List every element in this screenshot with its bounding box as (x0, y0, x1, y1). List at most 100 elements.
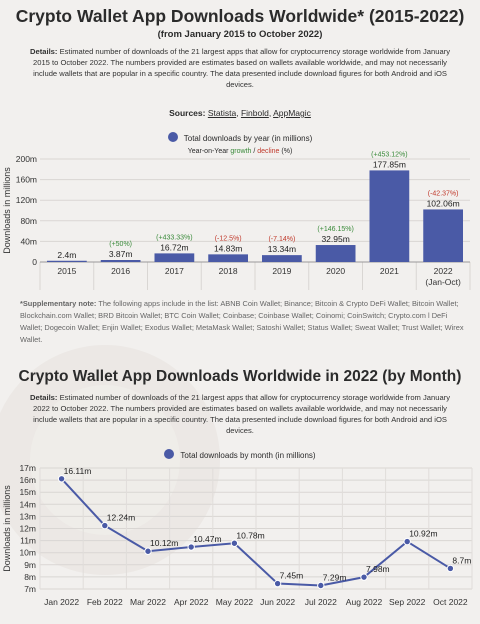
x-tick-label: Jul 2022 (305, 597, 337, 607)
y-tick-label: 80m (20, 216, 37, 226)
yoy-suffix: (%) (279, 148, 293, 155)
data-point (403, 537, 411, 546)
chart2-title: Crypto Wallet App Downloads Worldwide in… (18, 368, 462, 385)
data-label: 7.98m (366, 564, 390, 574)
data-point (273, 579, 282, 588)
note-label: *Supplementary note: (20, 299, 97, 308)
yoy-label: (+433.33%) (156, 234, 192, 241)
data-label: 10.78m (236, 530, 264, 540)
details-text: Estimated number of downloads of the 21 … (33, 47, 450, 89)
details-text: Estimated number of downloads of the 21 … (33, 393, 450, 435)
yoy-label: (+146.15%) (317, 226, 353, 233)
y-tick-label: 0 (32, 257, 37, 267)
data-label: 177.85m (373, 159, 406, 169)
data-label: 102.06m (427, 198, 460, 208)
x-tick-label: 2021 (380, 266, 399, 276)
yoy-legend: Year-on-Year growth / decline (%) (0, 148, 480, 155)
x-tick-label: Jan 2022 (44, 597, 79, 607)
y-tick-label: 9m (24, 560, 36, 570)
data-label: 16.11m (64, 466, 92, 476)
y-tick-label: 120m (16, 195, 37, 205)
y-axis-label: Downloads in millions (2, 485, 12, 572)
data-point (144, 547, 152, 555)
yoy-label: (-42.37%) (428, 190, 459, 197)
details-label: Details: (30, 393, 58, 402)
data-label: 8.7m (452, 555, 471, 565)
source-link-finbold[interactable]: Finbold (240, 108, 269, 118)
yoy-prefix: Year-on-Year (187, 148, 231, 155)
x-tick-label: Aug 2022 (346, 597, 383, 607)
chart1-subtitle: (from January 2015 to October 2022) (157, 29, 323, 40)
y-tick-label: 160m (16, 175, 37, 185)
x-tick-label: 2018 (219, 266, 238, 276)
bitcoin-watermark-inner (30, 385, 180, 535)
bar (369, 170, 410, 262)
data-label: 14.83m (214, 243, 242, 253)
chart1-title: Crypto Wallet App Downloads Worldwide* (… (15, 6, 465, 26)
legend-dot-icon (164, 449, 175, 459)
x-tick-label: Apr 2022 (174, 597, 209, 607)
data-point (230, 539, 239, 547)
bar (423, 209, 463, 262)
source-link-appmagic[interactable]: AppMagic (273, 108, 311, 118)
x-tick-label: 2020 (326, 266, 345, 276)
x-tick-label: 2015 (57, 266, 76, 276)
y-tick-label: 13m (19, 511, 36, 521)
data-label: 10.12m (150, 538, 178, 548)
y-tick-label: 14m (19, 499, 36, 509)
chart1-legend: Total downloads by year (in millions) (0, 132, 480, 143)
data-label: 7.29m (323, 572, 347, 582)
x-tick-label: 2022 (434, 266, 453, 276)
yoy-label: (+453.12%) (371, 151, 407, 158)
sources-label: Sources: (169, 108, 206, 118)
y-tick-label: 7m (24, 584, 36, 594)
y-axis-label: Downloads in millions (2, 167, 12, 254)
legend-label: Total downloads by year (in millions) (183, 134, 313, 143)
yoy-label: (-12.5%) (215, 235, 242, 242)
chart2-details: Details: Estimated number of downloads o… (30, 392, 450, 436)
bar (208, 254, 248, 262)
data-label: 10.47m (193, 534, 221, 544)
data-label: 13.34m (268, 244, 296, 254)
sources: Sources: Statista, Finbold, AppMagic (169, 108, 311, 118)
x-tick-label: Jun 2022 (260, 597, 295, 607)
data-point (101, 521, 109, 530)
x-tick-label: Feb 2022 (87, 597, 123, 607)
y-tick-label: 11m (20, 536, 36, 546)
series-line (60, 478, 451, 587)
data-label: 7.45m (280, 571, 304, 581)
x-tick-label: 2019 (272, 266, 291, 276)
yoy-growth: growth (230, 148, 252, 155)
y-tick-label: 17m (19, 463, 36, 473)
x-tick-label: Oct 2022 (433, 597, 468, 607)
bar (315, 245, 356, 262)
yoy-label: (+50%) (109, 241, 132, 248)
x-tick-label: May 2022 (216, 597, 254, 607)
chart2-legend: Total downloads by month (in millions) (0, 449, 480, 460)
yoy-label: (-7.14%) (268, 236, 295, 243)
note-text: The following apps include in the list: … (20, 299, 464, 344)
legend-dot-icon (167, 132, 178, 142)
x-tick-label: Sep 2022 (389, 597, 426, 607)
chart1-details: Details: Estimated number of downloads o… (30, 46, 450, 90)
bar (47, 260, 87, 262)
yoy-sep: / (251, 148, 258, 155)
x-tick-label: 2016 (111, 266, 130, 276)
y-tick-label: 40m (20, 236, 37, 246)
data-label: 3.87m (109, 249, 133, 259)
y-tick-label: 200m (16, 154, 37, 164)
data-point (446, 564, 455, 573)
x-tick-label: Mar 2022 (130, 597, 166, 607)
data-label: 32.95m (321, 234, 349, 244)
y-tick-label: 10m (19, 548, 36, 558)
bar (262, 255, 302, 262)
x-tick-label: 2017 (165, 266, 184, 276)
data-point (360, 573, 368, 581)
source-link-statista[interactable]: Statista (207, 108, 237, 118)
data-label: 16.72m (160, 242, 188, 252)
y-tick-label: 16m (19, 475, 36, 485)
bar (100, 260, 141, 262)
data-label: 12.24m (107, 513, 135, 523)
data-point (187, 543, 195, 551)
